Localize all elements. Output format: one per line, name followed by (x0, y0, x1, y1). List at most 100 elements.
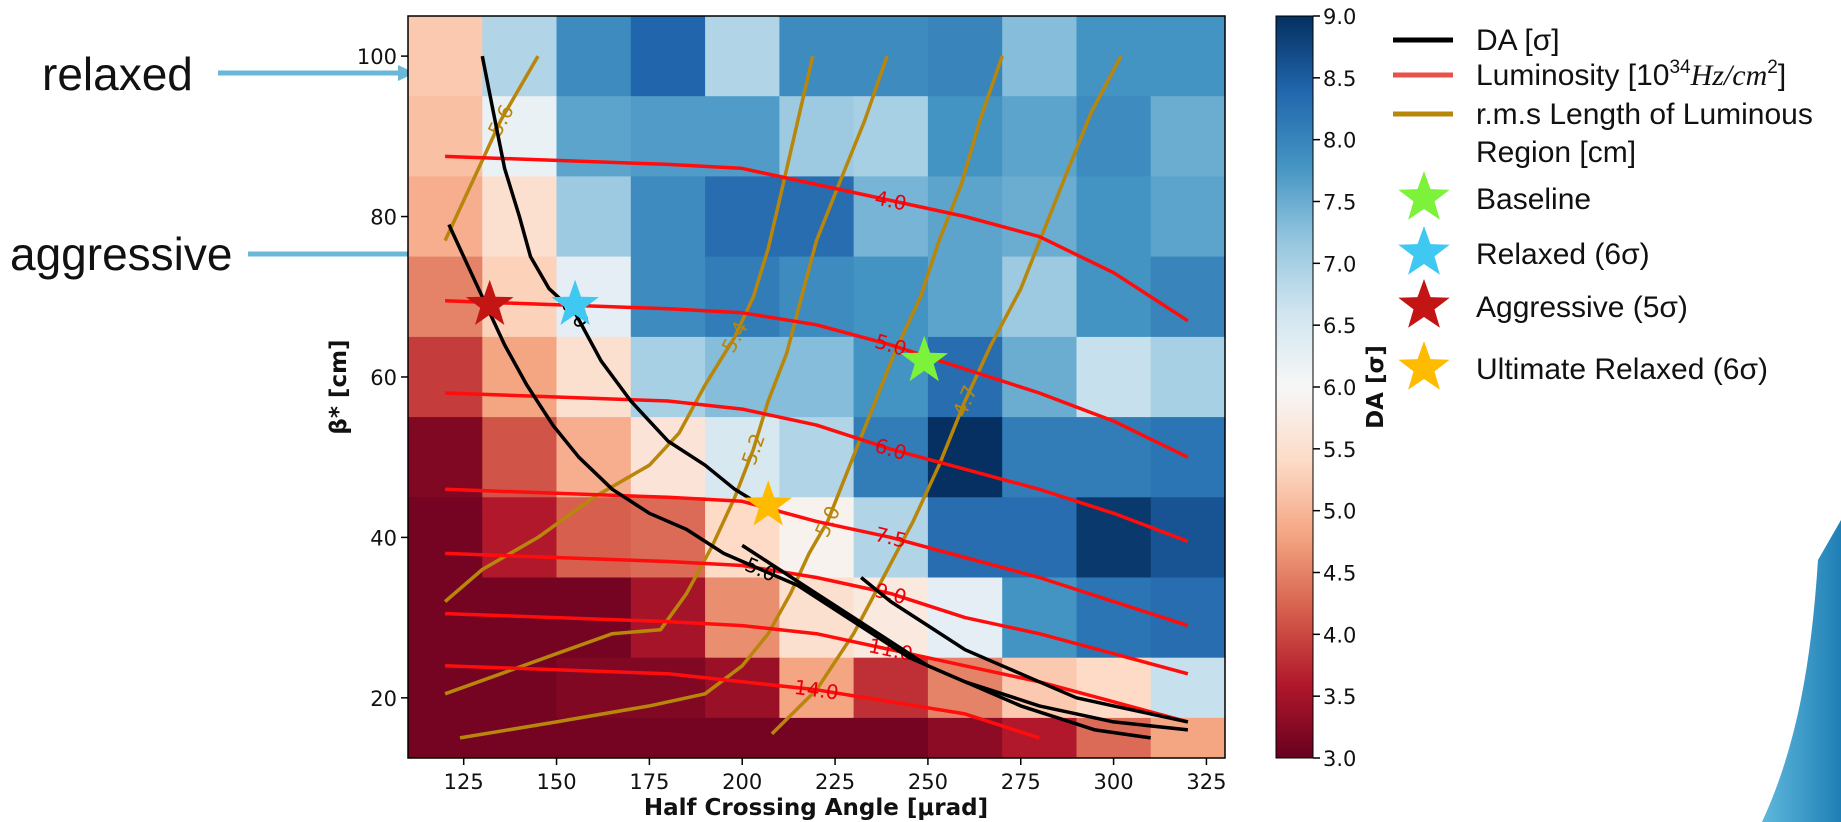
y-axis: 20 40 60 80 100 (357, 45, 408, 711)
legend-label-length-2: Region [cm] (1476, 136, 1636, 169)
plot-frame (407, 15, 1226, 759)
heatmap-cell (630, 176, 706, 258)
heatmap-cell (630, 717, 706, 758)
legend-label-star: Relaxed (6σ) (1476, 238, 1650, 271)
heatmap-cell (779, 336, 855, 418)
x-axis-label: Half Crossing Angle [μrad] (644, 795, 988, 821)
y-tick-label: 80 (370, 206, 397, 230)
heatmap-cell (1002, 497, 1078, 579)
annotation-aggressive: aggressive (10, 228, 232, 280)
heatmap-cell (1150, 717, 1225, 758)
legend-label-star: Ultimate Relaxed (6σ) (1476, 353, 1768, 386)
x-tick-label: 275 (1001, 770, 1041, 794)
heatmap-cell (1150, 417, 1225, 498)
luminosity-contour (445, 551, 1189, 676)
legend-label-luminosity: Luminosity [1034Hz/cm2] (1476, 57, 1786, 92)
heatmap-cell (705, 577, 780, 659)
y-tick-label: 20 (370, 687, 397, 711)
heatmap-cell (853, 96, 929, 177)
heatmap-cell (1076, 96, 1152, 177)
x-tick-label: 175 (629, 770, 669, 794)
legend-star-0 (1398, 171, 1450, 220)
x-tick-label: 250 (908, 770, 948, 794)
heatmap-cell (927, 717, 1003, 758)
heatmap-cell (779, 16, 855, 97)
heatmap-cell (630, 16, 706, 97)
colorbar-tick-label: 3.0 (1323, 747, 1356, 771)
colorbar-tick-label: 9.0 (1323, 5, 1356, 29)
x-tick-label: 125 (444, 770, 484, 794)
heatmap-cell (1002, 16, 1078, 97)
legend-luminosity-close: ] (1778, 59, 1786, 92)
colorbar-tick-label: 7.5 (1323, 191, 1356, 215)
legend-label-da: DA [σ] (1476, 24, 1560, 57)
length-contour (443, 55, 815, 603)
colorbar-tick-label: 6.5 (1323, 314, 1356, 338)
colorbar-tick-label: 3.5 (1323, 685, 1356, 709)
heatmap-cell (1076, 176, 1152, 258)
heatmap-cell (482, 417, 558, 498)
colorbar-tick-label: 5.0 (1323, 500, 1356, 524)
heatmap-cell (408, 96, 483, 177)
x-tick-label: 200 (722, 770, 762, 794)
colorbar (1275, 15, 1314, 759)
heatmap-cell (927, 16, 1003, 97)
heatmap-cell (630, 657, 706, 719)
colorbar-tick-label: 4.0 (1323, 623, 1356, 647)
heatmap-cell (556, 717, 632, 758)
heatmap-cell (1076, 256, 1152, 338)
length-contour (770, 55, 1123, 736)
luminosity-contour (445, 487, 1189, 628)
legend-luminosity-unit: Hz/cm (1690, 59, 1768, 92)
heatmap-cell (1150, 256, 1225, 338)
heatmap-cell (408, 577, 483, 659)
y-tick-label: 40 (370, 526, 397, 550)
heatmap-cell (853, 336, 929, 418)
y-tick-label: 60 (370, 366, 397, 390)
da-contour (859, 576, 1189, 724)
legend-luminosity-unit-exponent: 2 (1767, 57, 1778, 78)
slide-decoration (1762, 520, 1841, 822)
heatmap-cell (1150, 336, 1225, 418)
heatmap-cell (705, 176, 780, 258)
heatmap-cell (408, 717, 483, 758)
da-contour (741, 543, 1189, 732)
luminosity-contour (445, 611, 1189, 724)
heatmap-cell (556, 657, 632, 719)
heatmap-cell (705, 717, 780, 758)
heatmap-cell (1076, 16, 1152, 97)
heatmap-cell (482, 336, 558, 418)
legend: DA [σ] Luminosity [1034Hz/cm2] r.m.s Len… (1393, 24, 1813, 390)
y-tick-label: 100 (357, 45, 397, 69)
heatmap-cell (556, 417, 632, 498)
colorbar-tick-label: 5.5 (1323, 438, 1356, 462)
heatmap-cell (1002, 577, 1078, 659)
legend-luminosity-exponent: 34 (1669, 57, 1691, 78)
heatmap-cell (556, 16, 632, 97)
y-axis-label: β* [cm] (326, 339, 352, 434)
marker-layer (465, 279, 948, 526)
legend-label-length: r.m.s Length of Luminous (1476, 98, 1813, 131)
annotation-relaxed: relaxed (42, 48, 193, 100)
heatmap-cell (1076, 417, 1152, 498)
heatmap-cell (1076, 577, 1152, 659)
heatmap-cell (556, 96, 632, 177)
heatmap (408, 16, 1225, 758)
heatmap-cell (705, 657, 780, 719)
x-tick-label: 225 (815, 770, 855, 794)
heatmap-cell (1002, 717, 1078, 758)
heatmap-cell (853, 16, 929, 97)
da-contour (447, 223, 1151, 740)
heatmap-cell (1150, 176, 1225, 258)
annotation-relaxed-arrowhead (398, 65, 415, 81)
luminosity-contour (445, 664, 1040, 740)
marker-star-relaxed (551, 279, 599, 325)
luminosity-contour-label: 14.0 (793, 675, 840, 705)
heatmap-cell (482, 16, 558, 97)
heatmap-cell (408, 497, 483, 579)
legend-label-star: Aggressive (5σ) (1476, 291, 1688, 324)
contour-layer: 5.65.45.25.04.74.05.06.07.59.011.014.06.… (443, 55, 1189, 740)
heatmap-cell (853, 256, 929, 338)
heatmap-cell (556, 497, 632, 579)
colorbar-tick-label: 8.0 (1323, 129, 1356, 153)
